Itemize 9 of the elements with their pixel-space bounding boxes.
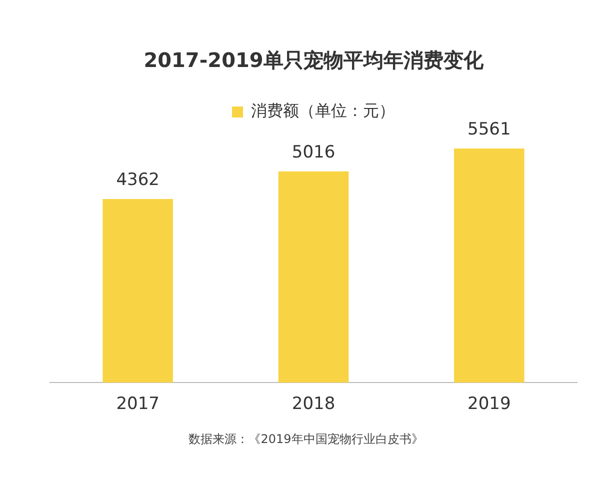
chart-title: 2017-2019单只宠物平均年消费变化 [144, 48, 484, 72]
data-label: 4362 [116, 170, 160, 190]
data-label: 5016 [292, 142, 336, 162]
legend-label: 消费额（单位：元） [251, 101, 395, 120]
x-tick-label: 2017 [116, 394, 160, 414]
x-tick-label: 2018 [292, 394, 336, 414]
x-tick-label: 2019 [468, 394, 511, 414]
source-note: 数据来源：《2019年中国宠物行业白皮书》 [188, 432, 424, 446]
data-label: 5561 [468, 119, 511, 140]
